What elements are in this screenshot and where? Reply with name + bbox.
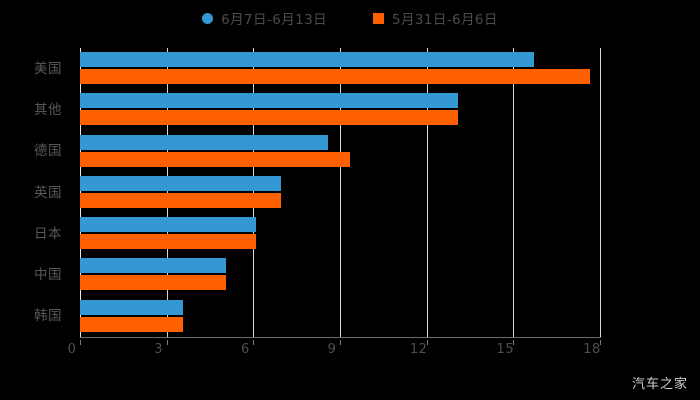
gridline-6 [253,48,255,337]
x-tick-mark-9 [340,340,341,345]
y-axis-label: 中国 [34,267,62,284]
x-axis-tick-label: 0 [67,342,77,357]
x-tick-mark-3 [166,340,168,345]
legend-square-icon [373,12,384,24]
legend-item-0[interactable]: 6月7日-6月13日 [202,8,327,28]
bar-group [80,172,600,213]
bar-0[interactable] [80,52,534,67]
x-axis-tick-label: 6 [240,342,250,357]
x-tick-mark-6 [253,340,255,345]
bar-group [80,89,600,130]
x-axis-line [80,337,601,338]
y-axis-label: 英国 [34,184,62,201]
bar-0[interactable] [80,217,257,233]
bar-1[interactable] [80,275,226,291]
x-tick-mark-0 [80,340,81,345]
y-axis-label: 美国 [34,60,62,77]
x-axis-tick-labels: 0 3 6 9 12 15 18 [0,340,700,362]
y-axis-label: 日本 [34,225,62,242]
bar-group [80,131,600,172]
bar-0[interactable] [80,175,281,191]
bar-1[interactable] [80,316,183,332]
y-axis-label: 韩国 [34,308,62,325]
bar-1[interactable] [80,110,459,126]
gridline-18 [600,48,601,337]
x-tick-mark-18 [600,340,601,345]
x-axis-tick-label: 15 [496,342,515,357]
bar-0[interactable] [80,134,329,150]
legend-item-label: 5月31日-6月6日 [392,12,498,28]
plot-area [80,48,601,337]
y-axis-labels: 美国其他德国英国日本中国韩国 [0,48,72,337]
bar-1[interactable] [80,192,281,208]
bar-0[interactable] [80,93,459,109]
y-axis-label: 其他 [34,101,62,118]
bar-group [80,254,600,295]
bar-group [80,48,600,89]
bar-0[interactable] [80,299,183,315]
bar-1[interactable] [80,69,590,84]
watermark-label: 汽车之家 [631,377,688,392]
legend-item-1[interactable]: 5月31日-6月6日 [373,8,498,28]
gridline-0 [80,48,81,337]
gridline-3 [166,48,168,337]
x-tick-mark-12 [426,340,428,345]
gridline-9 [340,48,341,337]
bar-0[interactable] [80,258,226,274]
bar-group [80,296,600,337]
chart-legend: 6月7日-6月13日 5月31日-6月6日 [0,8,700,28]
x-axis-tick-label: 12 [409,342,428,357]
gridline-15 [513,48,515,337]
x-axis-tick-label: 9 [327,342,337,357]
x-tick-mark-15 [513,340,515,345]
bar-1[interactable] [80,234,257,250]
legend-item-label: 6月7日-6月13日 [221,12,327,28]
bar-1[interactable] [80,151,351,167]
x-axis-tick-label: 18 [583,342,601,357]
bar-group [80,213,600,254]
legend-circle-icon [202,12,214,24]
x-axis-tick-label: 3 [154,342,164,357]
y-axis-label: 德国 [34,143,62,160]
gridline-12 [426,48,428,337]
